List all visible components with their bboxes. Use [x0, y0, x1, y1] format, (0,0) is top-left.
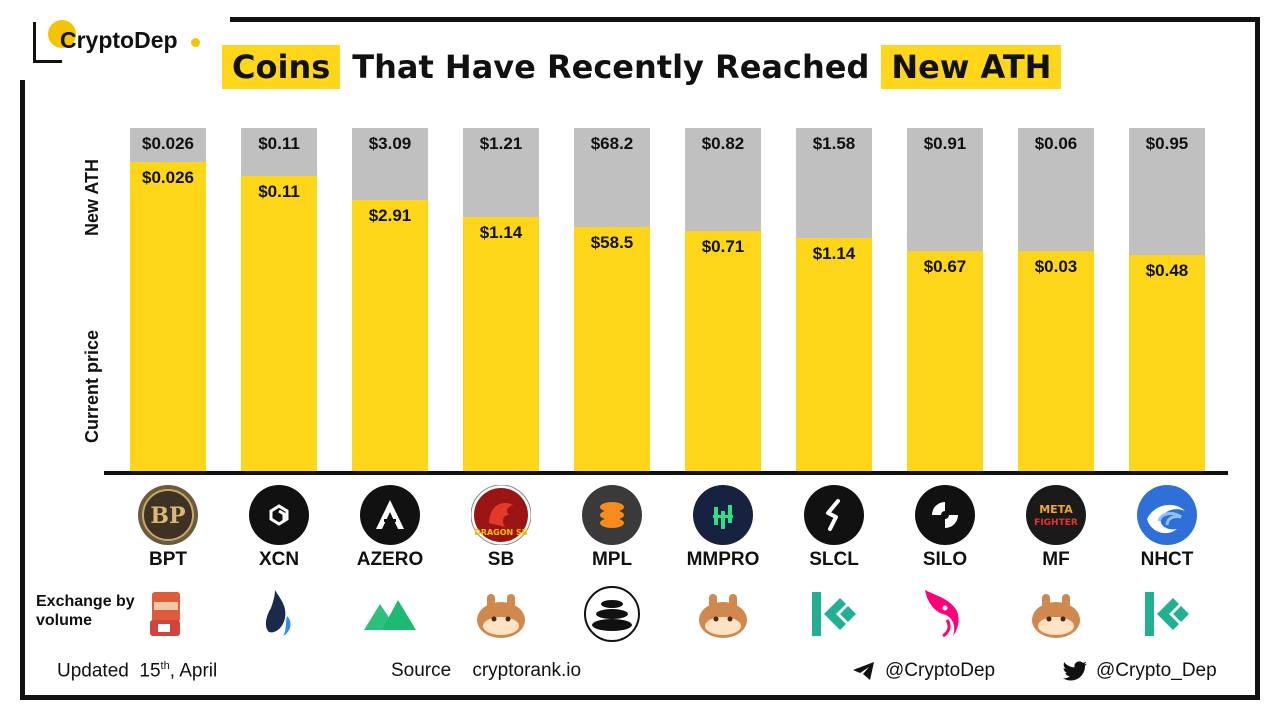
current-bar-azero [352, 200, 428, 471]
coin-ticker: XCN [258, 549, 300, 570]
current-bar-silo [907, 251, 983, 471]
huobi-icon [251, 586, 307, 642]
logo-circle [48, 20, 76, 48]
telegram-icon [853, 662, 874, 680]
current-label-slcl: $1.14 [812, 243, 856, 263]
metafighter-icon: META FIGHTER [1026, 485, 1086, 545]
coin-ticker: BPT [149, 549, 187, 570]
maple-icon [582, 485, 642, 545]
svg-text:META: META [1039, 503, 1073, 516]
ath-label-azero: $3.09 [368, 134, 412, 153]
silo-icon [915, 485, 975, 545]
pancakeswap-icon [473, 586, 529, 642]
slcl-icon [804, 485, 864, 545]
updated-label: Updated [57, 660, 129, 682]
exchange-label: Exchange by volume [36, 593, 135, 629]
current-label-silo: $0.67 [923, 257, 967, 277]
coin-ticker: MF [1042, 549, 1070, 570]
coin-ticker: MPL [591, 549, 633, 570]
current-bar-sb [463, 217, 539, 471]
updated-month: , April [169, 660, 218, 682]
source-label: Source [391, 660, 452, 681]
updated-suffix: th [160, 660, 170, 672]
title-middle: That Have Recently Reached [352, 48, 870, 86]
source-value[interactable]: cryptorank.io [472, 660, 582, 681]
current-label-azero: $2.91 [368, 206, 412, 226]
ath-label-xcn: $0.11 [258, 134, 300, 153]
current-label-mf: $0.03 [1034, 257, 1078, 277]
ath-label-silo: $0.91 [923, 134, 967, 153]
ath-label-bpt: $0.026 [142, 134, 194, 153]
current-bar-mmpro [685, 230, 761, 471]
ath-label-mmpro: $0.82 [701, 134, 745, 153]
current-bar-mpl [574, 227, 650, 471]
twitter-label: @Crypto_Dep [1096, 660, 1217, 681]
current-bar-nhct [1129, 254, 1205, 471]
mmpro-icon [693, 485, 753, 545]
bitmart-icon [140, 586, 196, 642]
updated-day: 15 [139, 660, 161, 682]
balancer-icon [584, 586, 640, 642]
title-ath: New ATH [881, 45, 1062, 89]
coin-ticker: AZERO [356, 549, 424, 570]
kucoin-icon [1139, 586, 1195, 642]
coin-ticker: NHCT [1140, 549, 1194, 570]
title-coins: Coins [222, 45, 341, 89]
coin-ticker: SLCL [809, 549, 859, 570]
pancakeswap-icon [1028, 586, 1084, 642]
source: Source cryptorank.io [391, 660, 581, 682]
azero-icon [360, 485, 420, 545]
ath-label-nhct: $0.95 [1145, 134, 1189, 153]
coin-ticker: SILO [922, 549, 968, 570]
coin-ticker: MMPRO [686, 549, 760, 570]
brand-logo: CryptoDep [60, 27, 178, 53]
page-title: Coins That Have Recently Reached New ATH [222, 45, 1062, 89]
ath-label-mf: $0.06 [1034, 134, 1078, 153]
frame-right [1255, 17, 1260, 700]
logo-dot [191, 38, 200, 47]
bp-icon: BP [138, 485, 198, 545]
frame-top [230, 17, 1260, 22]
ath-label-sb: $1.21 [479, 134, 523, 153]
current-bar-bpt [130, 162, 206, 471]
svg-text:DRAGON SB: DRAGON SB [474, 528, 528, 537]
ath-label-slcl: $1.58 [812, 134, 856, 153]
telegram-handle[interactable]: @CryptoDep [852, 660, 995, 682]
y-label-ath: New ATH [82, 158, 102, 236]
frame-left [20, 80, 25, 700]
frame-bottom [20, 695, 1260, 700]
current-bar-xcn [241, 176, 317, 471]
logo-bracket [33, 22, 62, 63]
y-label-current: Current price [82, 329, 102, 443]
current-label-nhct: $0.48 [1145, 260, 1189, 280]
current-label-sb: $1.14 [479, 223, 523, 243]
pancakeswap-icon [695, 586, 751, 642]
mexc-icon [362, 586, 418, 642]
nhct-icon [1137, 485, 1197, 545]
current-label-mmpro: $0.71 [701, 236, 745, 256]
kucoin-icon [806, 586, 862, 642]
current-bar-mf [1018, 251, 1094, 471]
svg-text:FIGHTER: FIGHTER [1034, 518, 1078, 528]
chart-baseline [104, 471, 1228, 475]
xcn-icon [249, 485, 309, 545]
twitter-handle[interactable]: @Crypto_Dep [1063, 660, 1217, 682]
current-label-mpl: $58.5 [590, 233, 634, 253]
coin-ticker: SB [487, 549, 515, 570]
current-label-xcn: $0.11 [258, 182, 300, 202]
current-bar-slcl [796, 237, 872, 471]
uniswap-icon [917, 586, 973, 642]
current-label-bpt: $0.026 [142, 168, 194, 188]
ath-label-mpl: $68.2 [590, 134, 634, 153]
twitter-icon [1063, 661, 1087, 681]
telegram-label: @CryptoDep [885, 660, 996, 681]
svg-text:BP: BP [150, 503, 185, 529]
dragon-icon: DRAGON SB [471, 485, 531, 545]
updated-date: Updated 15th, April [57, 660, 217, 682]
